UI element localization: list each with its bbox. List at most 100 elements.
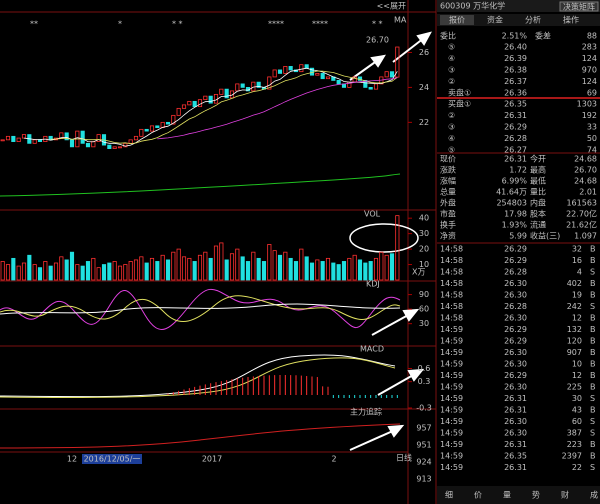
volume-bar [123, 264, 128, 281]
force-line [0, 423, 401, 449]
bottom-bar [437, 486, 600, 504]
quote-value: 2.01 [579, 188, 597, 197]
trade-time: 14:58 [440, 245, 463, 254]
trade-side: S [590, 394, 595, 403]
panel-borders [0, 0, 437, 504]
quote-value: 26.70 [574, 166, 597, 175]
trade-side: B [590, 291, 596, 300]
volume-bar [139, 256, 144, 281]
tab[interactable]: 资金 [487, 15, 503, 25]
x-tick-label: 2016/12/05/一 [84, 455, 141, 464]
y-tick-label: 0.6 [418, 364, 431, 373]
volume-bar [133, 259, 139, 281]
y-tick-label: 20 [419, 245, 429, 254]
trade-price: 26.30 [504, 279, 527, 288]
bottom-tab[interactable]: 财 [561, 490, 569, 500]
book-price: 26.40 [504, 43, 527, 52]
trade-price: 26.30 [504, 383, 527, 392]
volume-bar [240, 256, 245, 281]
quote-label: 涨幅 [440, 176, 456, 186]
candle [176, 107, 181, 116]
y-tick-label: 26 [419, 48, 429, 57]
tab[interactable]: 报价 [449, 15, 465, 25]
trade-time: 14:58 [440, 279, 463, 288]
book-price: 26.29 [504, 123, 527, 132]
tab-bar [437, 14, 600, 26]
candle [21, 134, 27, 139]
quote-label: 外盘 [440, 198, 456, 208]
book-label: ③ [448, 123, 455, 132]
tab[interactable]: 分析 [525, 15, 541, 25]
trade-volume: 132 [567, 325, 582, 334]
candle [267, 76, 272, 90]
volume-bar [347, 257, 352, 281]
header-button-label[interactable]: 决策矩阵 [563, 2, 595, 12]
macd-bars [167, 375, 398, 398]
trade-time: 14:59 [440, 452, 463, 461]
volume-bar [27, 254, 32, 281]
bottom-tab[interactable]: 价 [474, 491, 482, 500]
book-label: ② [448, 111, 455, 120]
bottom-tab[interactable]: 量 [503, 491, 511, 500]
book-label: ② [448, 77, 455, 86]
volume-bar [203, 251, 208, 281]
trade-price: 26.29 [504, 337, 527, 346]
tab[interactable]: 操作 [563, 15, 579, 25]
trade-volume: 12 [572, 371, 582, 380]
quote-label: 最低 [530, 176, 546, 186]
quote-value: 21.62亿 [566, 220, 597, 230]
trade-time: 14:59 [440, 440, 463, 449]
volume-bar [75, 264, 80, 281]
candle [304, 64, 309, 69]
trade-price: 26.31 [504, 440, 527, 449]
y-tick-label: 913 [416, 475, 431, 484]
book-price: 26.37 [504, 77, 527, 86]
period-label[interactable]: 日线 [396, 453, 412, 463]
trade-volume: 225 [567, 383, 582, 392]
trade-price: 26.29 [504, 245, 527, 254]
volume-bar [171, 251, 176, 281]
trade-side: B [590, 371, 596, 380]
candle [203, 95, 208, 101]
volume-bar [144, 262, 149, 281]
book-label: ④ [448, 54, 455, 63]
trade-side: S [590, 463, 595, 472]
bottom-tab[interactable]: 细 [445, 490, 453, 500]
bottom-tab[interactable]: 势 [532, 490, 540, 500]
trade-time: 14:59 [440, 429, 463, 438]
volume-bar [53, 262, 59, 281]
trade-price: 26.30 [504, 291, 527, 300]
book-label: 买盘① [448, 99, 471, 109]
trade-volume: 43 [572, 406, 582, 415]
candle [96, 134, 101, 142]
volume-bar [331, 262, 336, 281]
trade-side: S [590, 268, 595, 277]
quote-value: 41.64万 [496, 188, 527, 197]
candle [107, 144, 112, 149]
value: 2.51% [502, 32, 528, 41]
volume-bar [363, 262, 368, 281]
volume-bar [117, 265, 123, 281]
expand-button[interactable]: <<展开 [377, 2, 406, 11]
volume-bar [336, 264, 341, 281]
marker: ** [30, 20, 38, 29]
kdj-j-line [0, 288, 401, 330]
header-bar [437, 0, 600, 12]
header-button[interactable] [559, 1, 599, 12]
book-price: 26.31 [504, 111, 527, 120]
volume-bar [309, 262, 315, 281]
book-label: ⑤ [448, 146, 455, 155]
volume-bar [192, 261, 197, 281]
volume-bar [48, 265, 53, 281]
candle [112, 146, 117, 149]
volume-bar [107, 262, 112, 281]
quote-value: 17.98 [504, 210, 527, 219]
bottom-tab[interactable]: 成 [590, 490, 598, 500]
candle [181, 104, 187, 109]
candle [299, 64, 304, 73]
active-tab[interactable] [440, 15, 474, 25]
candle [277, 69, 283, 74]
y-tick-label: 24 [419, 83, 429, 92]
candle [187, 100, 192, 106]
